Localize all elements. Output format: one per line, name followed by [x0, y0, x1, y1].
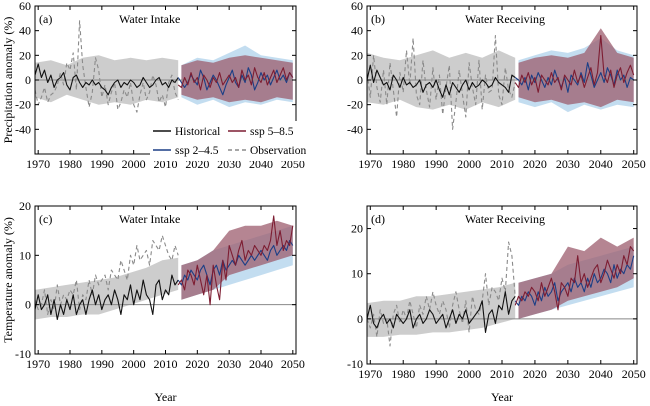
plot-area — [367, 28, 637, 130]
series-line-ssp-5-8-5 — [177, 67, 294, 91]
x-axis-label: Year — [154, 390, 176, 404]
x-axis-label: Year — [491, 390, 513, 404]
panel-label: (d) — [371, 212, 385, 226]
x-tick-label: 2030 — [556, 157, 580, 171]
x-tick-label: 2030 — [217, 357, 241, 371]
y-tick-label: 40 — [351, 24, 363, 38]
x-tick-label: 1990 — [424, 367, 448, 381]
series-line-ssp-5-8-5 — [177, 215, 294, 306]
panel-title: Water Receiving — [465, 212, 545, 226]
panel-d: 1970 1980 1990 2000 2010 2020 2030 2040 2050-100… — [347, 205, 646, 404]
y-tick-label: -20 — [347, 98, 363, 112]
series-line-historical — [367, 64, 516, 98]
band-0 — [367, 282, 516, 337]
legend: Historical ssp 5–8.5 ssp 2–4.5 Observation — [150, 121, 320, 161]
x-tick-label: 2040 — [589, 157, 613, 171]
plot-area — [35, 215, 296, 321]
panel-label: (a) — [39, 12, 52, 26]
x-tick-label: 2010 — [490, 157, 514, 171]
y-tick-label: 10 — [19, 248, 31, 262]
plot-area — [35, 20, 296, 113]
series-line-historical — [35, 274, 179, 321]
y-tick-label: 20 — [351, 222, 363, 236]
y-tick-label: 10 — [351, 267, 363, 281]
series-line-ssp-5-8-5 — [514, 246, 635, 311]
y-tick-label: -40 — [347, 122, 363, 136]
x-tick-label: 1970 — [26, 157, 50, 171]
x-tick-label: 2050 — [622, 157, 646, 171]
panel-b: 1970 1980 1990 2000 2010 2020 2030 2040 2050-40-… — [347, 0, 646, 171]
series-line-ssp-5-8-5 — [514, 35, 635, 93]
x-tick-label: 2000 — [457, 157, 481, 171]
x-tick-label: 1970 — [358, 157, 382, 171]
panel-label: (c) — [39, 212, 52, 226]
y-tick-label: 20 — [19, 48, 31, 62]
x-tick-label: 2020 — [185, 357, 209, 371]
series-line-observation — [367, 241, 516, 347]
y-tick-label: 60 — [19, 0, 31, 13]
series-line-observation — [35, 20, 179, 113]
x-tick-label: 2020 — [523, 367, 547, 381]
x-tick-label: 2000 — [122, 157, 146, 171]
x-tick-label: 1990 — [90, 357, 114, 371]
x-tick-label: 1970 — [358, 367, 382, 381]
x-tick-label: 1970 — [26, 357, 50, 371]
plot-area — [367, 237, 637, 347]
x-tick-label: 1990 — [90, 157, 114, 171]
series-line-historical — [367, 291, 516, 333]
x-tick-label: 2000 — [457, 367, 481, 381]
band-0 — [35, 257, 179, 320]
legend-label: Observation — [250, 145, 306, 157]
x-tick-label: 2040 — [589, 367, 613, 381]
band-2 — [518, 28, 634, 108]
x-tick-label: 1980 — [391, 157, 415, 171]
x-tick-label: 2030 — [556, 367, 580, 381]
x-tick-label: 1990 — [424, 157, 448, 171]
y-tick-label: 0 — [25, 73, 31, 87]
y-axis-label: Temperature anomaly (%) — [1, 217, 15, 343]
x-tick-label: 1980 — [58, 157, 82, 171]
x-tick-label: 2040 — [249, 357, 273, 371]
x-tick-label: 2020 — [523, 157, 547, 171]
y-tick-label: 20 — [351, 48, 363, 62]
series-line-ssp-2-4-5 — [177, 67, 294, 96]
legend-label: Historical — [175, 126, 220, 138]
legend-label: ssp 2–4.5 — [175, 145, 219, 157]
y-tick-label: -20 — [15, 98, 31, 112]
panel-title: Water Intake — [119, 212, 180, 226]
panel-title: Water Receiving — [465, 12, 545, 26]
y-tick-label: -10 — [15, 347, 31, 361]
x-tick-label: 1980 — [58, 357, 82, 371]
panel-c: 1970 1980 1990 2000 2010 2020 2030 2040 2050-100… — [1, 199, 305, 404]
x-tick-label: 2010 — [154, 357, 178, 371]
x-tick-label: 2000 — [122, 357, 146, 371]
y-tick-label: -10 — [347, 357, 363, 371]
y-tick-label: 20 — [19, 199, 31, 213]
y-tick-label: 0 — [357, 312, 363, 326]
panel-title: Water Intake — [119, 12, 180, 26]
y-tick-label: 60 — [351, 0, 363, 13]
panel-label: (b) — [371, 12, 385, 26]
band-2 — [181, 55, 293, 103]
x-tick-label: 1980 — [391, 367, 415, 381]
series-line-historical — [35, 63, 179, 96]
y-tick-label: 40 — [19, 24, 31, 38]
band-2 — [518, 237, 634, 319]
x-tick-label: 2050 — [281, 357, 305, 371]
x-tick-label: 2010 — [490, 367, 514, 381]
legend-background — [150, 121, 320, 161]
y-axis-label: Precipitation anomaly (%) — [1, 17, 15, 144]
legend-label: ssp 5–8.5 — [250, 126, 294, 138]
y-tick-label: 0 — [357, 73, 363, 87]
series-line-observation — [367, 35, 516, 130]
y-tick-label: 0 — [25, 298, 31, 312]
y-tick-label: -40 — [15, 122, 31, 136]
series-line-observation — [35, 235, 179, 316]
x-tick-label: 2050 — [622, 367, 646, 381]
panel-a: 1970 1980 1990 2000 2010 2020 2030 2040 2050-40-… — [1, 0, 305, 171]
